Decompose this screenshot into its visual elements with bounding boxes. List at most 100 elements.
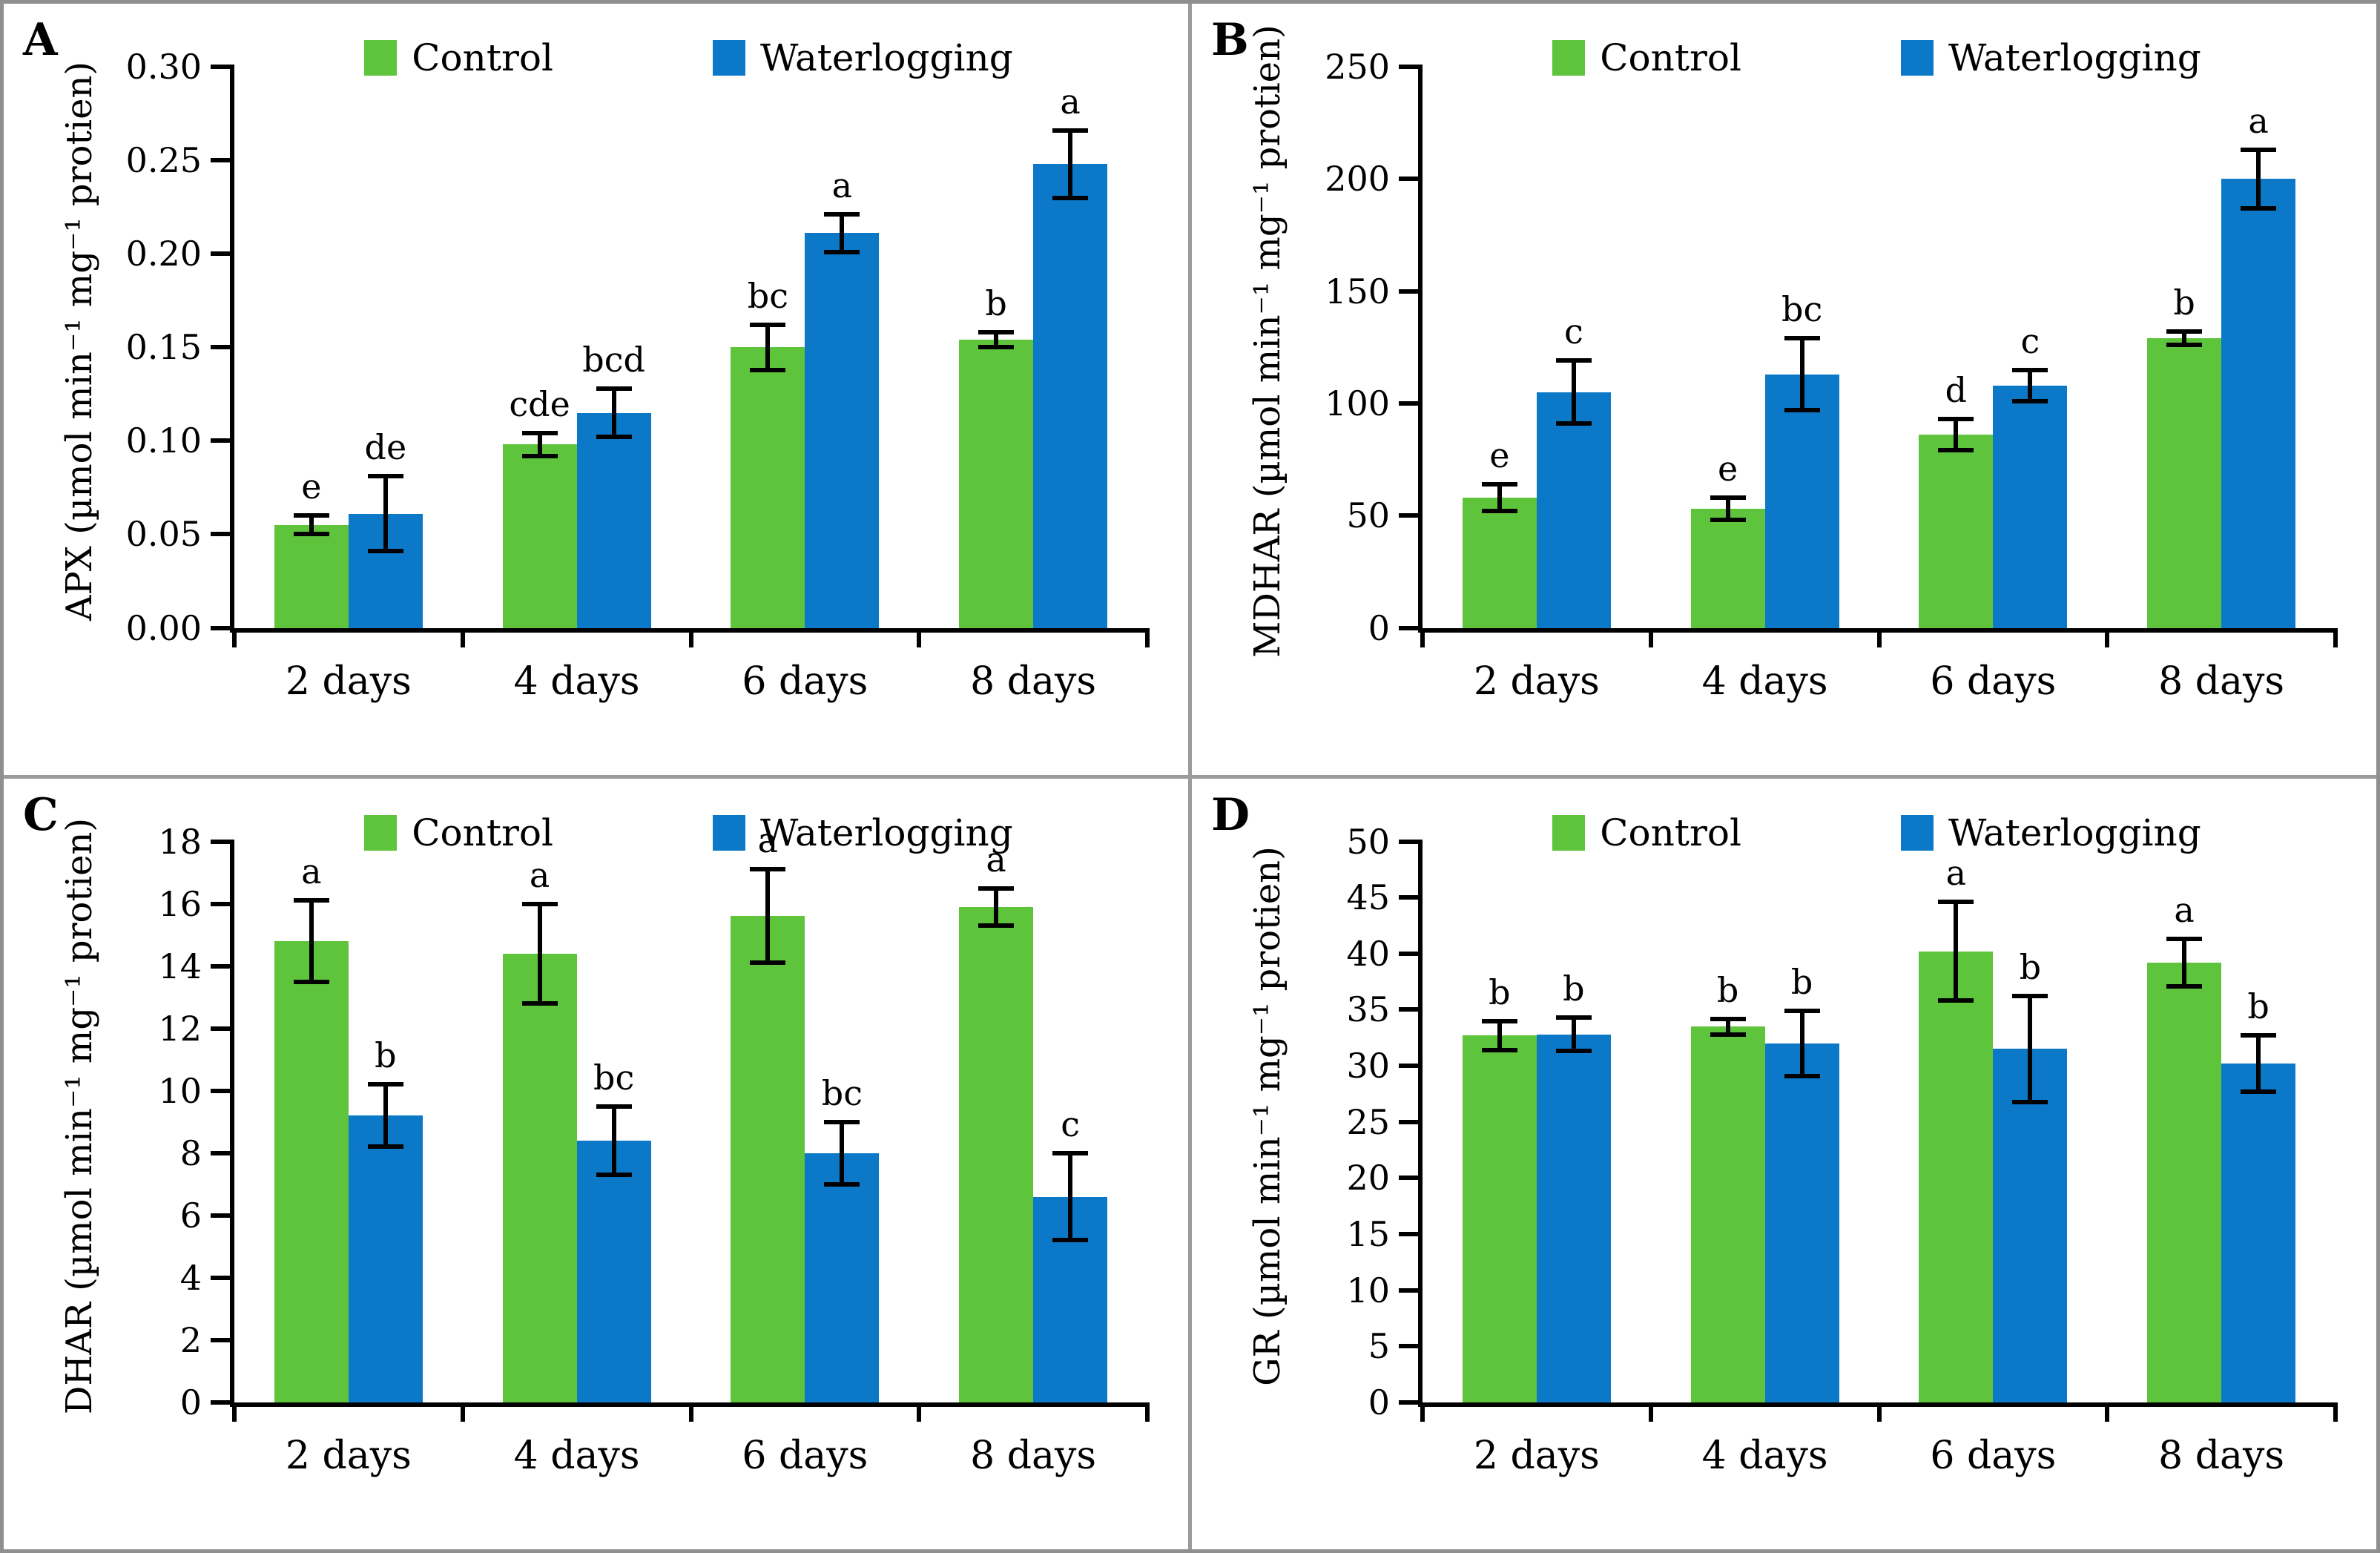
legend-label-waterlogging: Waterlogging bbox=[1948, 36, 2201, 79]
x-axis-tick bbox=[460, 1402, 465, 1422]
significance-letter: b bbox=[2247, 986, 2269, 1027]
bar-waterlogging bbox=[576, 412, 651, 628]
error-bar-cap-bottom bbox=[1710, 518, 1746, 523]
y-tick-label: 0 bbox=[1368, 1382, 1390, 1422]
error-bar-cap-bottom bbox=[2166, 983, 2203, 989]
error-bar bbox=[309, 515, 314, 535]
bar-waterlogging bbox=[1536, 1034, 1611, 1402]
y-axis-tick bbox=[1399, 513, 1423, 518]
y-axis-tick bbox=[1399, 177, 1423, 182]
y-axis-tick bbox=[1399, 1232, 1423, 1237]
error-bar bbox=[1068, 1153, 1073, 1241]
bar-waterlogging bbox=[1993, 1049, 2068, 1402]
y-tick-label: 0 bbox=[179, 1382, 202, 1422]
error-bar-cap-top bbox=[1784, 336, 1820, 341]
x-axis-tick bbox=[688, 1402, 693, 1422]
y-tick-label: 0.30 bbox=[125, 47, 202, 87]
significance-letter: a bbox=[2248, 100, 2269, 141]
y-tick-label: 0.15 bbox=[125, 327, 202, 368]
y-axis-tick bbox=[1399, 1176, 1423, 1181]
error-bar-cap-top bbox=[1052, 1150, 1089, 1155]
y-axis-tick bbox=[211, 1026, 234, 1031]
error-bar-cap-bottom bbox=[521, 1001, 558, 1006]
error-bar-cap-bottom bbox=[596, 435, 632, 440]
significance-letter: c bbox=[1061, 1104, 1081, 1144]
legend-label-control: Control bbox=[1600, 811, 1741, 854]
x-axis-tick bbox=[2105, 627, 2110, 647]
legend-label-waterlogging: Waterlogging bbox=[1948, 811, 2201, 854]
y-axis-tick bbox=[1399, 625, 1423, 630]
bar-waterlogging bbox=[1764, 1043, 1839, 1402]
error-bar-cap-top bbox=[2012, 367, 2048, 372]
y-axis-tick bbox=[1399, 65, 1423, 69]
x-axis-tick bbox=[1876, 1402, 1882, 1422]
legend-item-control: Control bbox=[364, 36, 553, 79]
legend-item-control: Control bbox=[364, 811, 553, 854]
error-bar bbox=[383, 1084, 388, 1147]
error-bar-cap-top bbox=[367, 474, 403, 479]
y-tick-label: 12 bbox=[158, 1008, 202, 1049]
significance-letter: a bbox=[2174, 890, 2195, 931]
error-bar bbox=[2256, 149, 2261, 208]
legend-label-control: Control bbox=[412, 36, 553, 79]
significance-letter: b bbox=[1563, 969, 1585, 1009]
waterlogging-swatch-icon bbox=[1900, 814, 1934, 851]
error-bar-cap-top bbox=[750, 867, 786, 872]
error-bar-cap-bottom bbox=[2012, 398, 2048, 403]
y-axis-tick bbox=[211, 625, 234, 630]
bar-control bbox=[1462, 498, 1537, 628]
y-tick-label: 10 bbox=[1346, 1270, 1390, 1310]
error-bar bbox=[2028, 369, 2033, 401]
legend-label-control: Control bbox=[1600, 36, 1741, 79]
control-swatch-icon bbox=[1552, 40, 1586, 76]
legend-label-control: Control bbox=[412, 811, 553, 854]
y-axis-label: DHAR (µmol min⁻¹ mg⁻¹ protien) bbox=[59, 817, 100, 1414]
y-tick-label: 4 bbox=[179, 1257, 202, 1298]
error-bar bbox=[537, 903, 542, 1004]
x-axis-tick bbox=[917, 1402, 922, 1422]
x-axis-tick bbox=[2105, 1402, 2110, 1422]
error-bar-cap-top bbox=[521, 431, 558, 436]
waterlogging-swatch-icon bbox=[712, 814, 745, 851]
y-tick-label: 0.20 bbox=[125, 234, 202, 274]
bar-control bbox=[1690, 509, 1765, 628]
y-axis-tick bbox=[1399, 895, 1423, 900]
error-bar-cap-top bbox=[2012, 994, 2048, 999]
significance-letter: a bbox=[1945, 853, 1967, 894]
error-bar bbox=[1954, 419, 1959, 451]
error-bar bbox=[1571, 1018, 1576, 1052]
legend: Control Waterlogging bbox=[1418, 36, 2336, 79]
legend-item-waterlogging: Waterlogging bbox=[712, 36, 1013, 79]
plot-area: 0 5 10 15 20 25 30 35 40 45 50 2 days b b 4 days b b 6 da… bbox=[1346, 825, 2338, 1478]
error-bar-cap-bottom bbox=[1784, 1073, 1820, 1078]
y-tick-label: 16 bbox=[158, 883, 202, 924]
y-axis-tick bbox=[211, 532, 234, 537]
error-bar bbox=[611, 388, 616, 438]
y-axis-tick bbox=[1399, 400, 1423, 406]
legend-item-waterlogging: Waterlogging bbox=[1900, 811, 2201, 854]
legend-label-waterlogging: Waterlogging bbox=[759, 36, 1013, 79]
error-bar-cap-bottom bbox=[1938, 998, 1974, 1003]
error-bar-cap-top bbox=[367, 1082, 403, 1087]
error-bar bbox=[1068, 130, 1073, 198]
y-tick-label: 0.00 bbox=[125, 607, 202, 648]
bar-waterlogging bbox=[1536, 392, 1611, 628]
y-axis-tick bbox=[211, 438, 234, 444]
y-tick-label: 25 bbox=[1346, 1101, 1390, 1142]
y-axis-tick bbox=[211, 345, 234, 350]
y-tick-label: 20 bbox=[1346, 1158, 1390, 1198]
error-bar-cap-bottom bbox=[1052, 1238, 1089, 1243]
error-bar-cap-bottom bbox=[1052, 195, 1089, 200]
error-bar-cap-bottom bbox=[293, 979, 329, 984]
y-tick-label: 40 bbox=[1346, 933, 1390, 974]
y-axis-tick bbox=[211, 901, 234, 906]
y-tick-label: 0.25 bbox=[125, 140, 202, 181]
bar-control bbox=[1919, 435, 1994, 628]
bar-control bbox=[1919, 951, 1994, 1402]
x-category-label: 4 days bbox=[1701, 659, 1828, 704]
x-category-label: 2 days bbox=[1473, 1434, 1600, 1478]
significance-letter: c bbox=[1563, 311, 1583, 352]
x-axis-tick bbox=[688, 627, 693, 647]
significance-letter: a bbox=[529, 854, 550, 895]
